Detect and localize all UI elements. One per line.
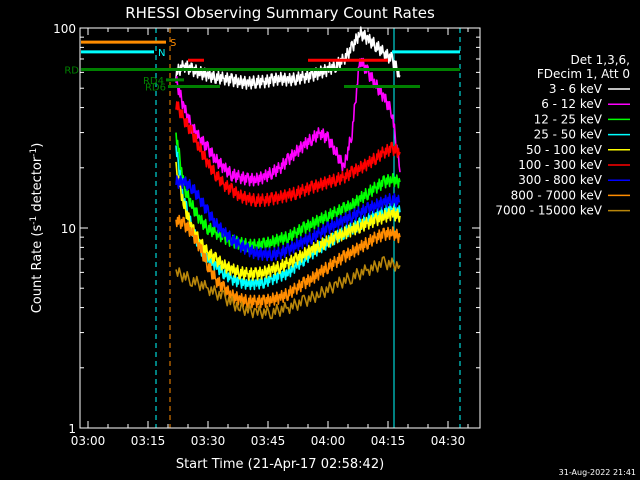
x-tick-label-0: 03:00 — [71, 434, 106, 448]
series-line-1 — [175, 57, 401, 187]
legend-label-1: 6 - 12 keV — [541, 97, 603, 111]
status-bar-label-5: RD — [64, 66, 79, 77]
x-tick-label-3: 03:45 — [251, 434, 286, 448]
chart-title: RHESSI Observing Summary Count Rates — [125, 4, 435, 22]
y-tick-label-2: 100 — [53, 22, 76, 36]
legend-label-6: 300 - 800 keV — [518, 173, 602, 187]
legend-label-3: 25 - 50 keV — [534, 128, 603, 142]
x-tick-label-1: 03:15 — [131, 434, 166, 448]
legend-label-7: 800 - 7000 keV — [511, 188, 603, 202]
x-tick-label-5: 04:15 — [371, 434, 406, 448]
x-axis-ticks: 03:00 03:15 03:30 03:45 04:00 04:15 04:30 — [71, 28, 469, 448]
series-line-8 — [175, 256, 401, 320]
legend-label-2: 12 - 25 keV — [534, 112, 603, 126]
status-bar-label-6: RD4 — [143, 76, 164, 87]
legend-label-0: 3 - 6 keV — [549, 82, 603, 96]
x-tick-label-2: 03:30 — [191, 434, 226, 448]
legend-label-4: 50 - 100 keV — [526, 143, 603, 157]
y-tick-label-0: 1 — [68, 422, 76, 436]
x-tick-label-4: 04:00 — [311, 434, 346, 448]
y-tick-label-1: 10 — [61, 222, 76, 236]
x-tick-label-6: 04:30 — [431, 434, 466, 448]
y-axis-label: Count Rate (s-1 detector-1) — [29, 143, 45, 314]
legend-label-5: 100 - 300 keV — [518, 158, 602, 172]
legend-label-8: 7000 - 15000 keV — [495, 204, 602, 218]
footer-timestamp: 31-Aug-2022 21:41 — [559, 468, 636, 477]
series-line-5 — [175, 101, 401, 208]
y-axis-ticks: 1 10 100 — [53, 22, 480, 436]
series-line-4 — [175, 161, 401, 281]
legend-header-line-1: Det 1,3,6, — [571, 53, 631, 67]
status-bar-label-1: N — [158, 48, 165, 59]
status-bar-label-7: RD6 — [145, 82, 166, 93]
series-layer — [175, 26, 401, 320]
series-line-6 — [175, 175, 401, 262]
series-line-0 — [175, 26, 401, 90]
x-axis-label: Start Time (21-Apr-17 02:58:42) — [176, 457, 384, 472]
legend-header-line-2: FDecim 1, Att 0 — [537, 67, 630, 81]
status-bar-label-0: S — [170, 38, 176, 49]
series-line-7 — [175, 214, 401, 309]
